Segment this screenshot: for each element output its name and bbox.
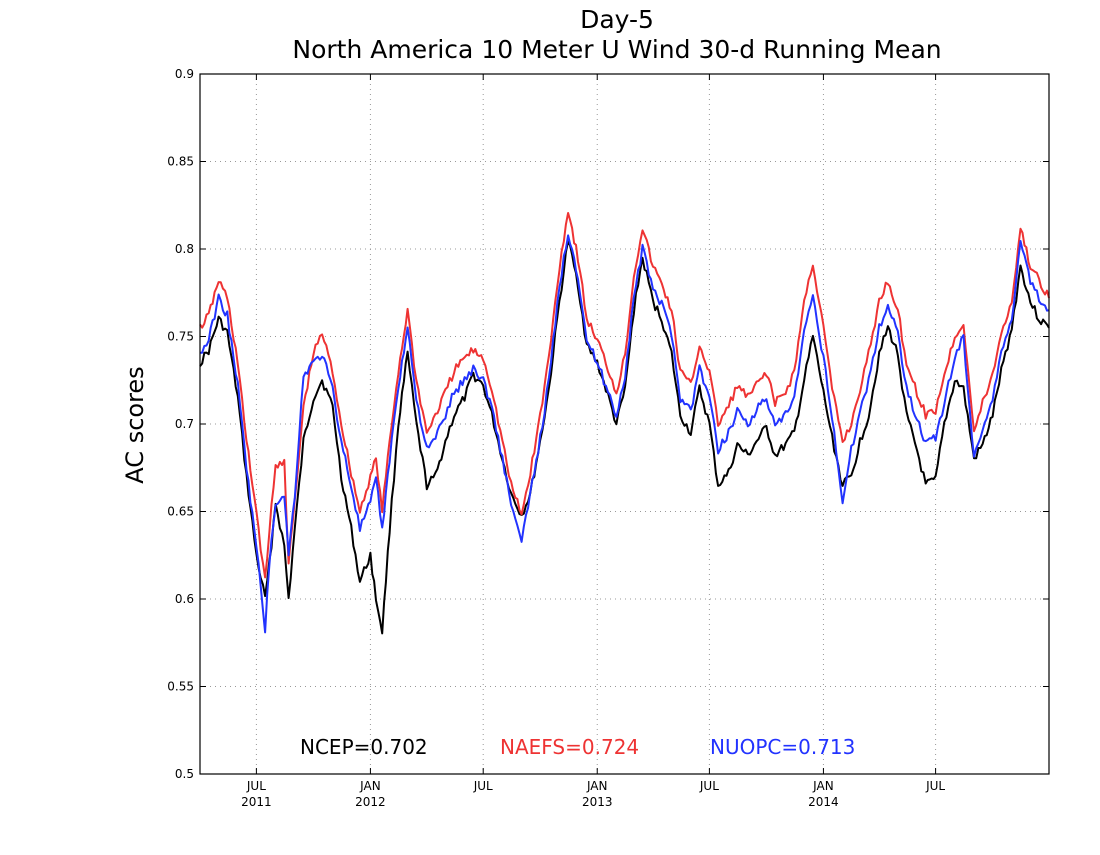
series-line-nuopc (200, 234, 1050, 634)
x-tick-label: JUL (925, 779, 945, 793)
x-tick-label: JUL (699, 779, 719, 793)
y-tick-label: 0.85 (167, 155, 194, 169)
y-axis-ticks: 0.5 0.55 0.6 0.65 0.7 0.75 0.8 0.85 0.9 (167, 67, 1049, 781)
x-tick-label: JAN (586, 779, 608, 793)
x-tick-label: JAN (812, 779, 834, 793)
x-tick-year-label: 2014 (808, 795, 839, 809)
y-tick-label: 0.55 (167, 680, 194, 694)
x-tick-label: JUL (473, 779, 493, 793)
y-tick-label: 0.7 (175, 417, 194, 431)
legend-entry: NUOPC=0.713 (710, 735, 855, 759)
legend: NCEP=0.702 NAEFS=0.724 NUOPC=0.713 (300, 735, 855, 759)
chart-subtitle: North America 10 Meter U Wind 30-d Runni… (292, 35, 941, 64)
x-tick-year-label: 2011 (241, 795, 272, 809)
y-tick-label: 0.8 (175, 242, 194, 256)
x-axis-ticks: JUL 2011 JAN 2012 JUL JAN 2013 JUL JAN 2014 JUL (241, 74, 945, 809)
y-tick-label: 0.6 (175, 592, 194, 606)
legend-entry: NCEP=0.702 (300, 735, 428, 759)
y-tick-label: 0.9 (175, 67, 194, 81)
x-tick-year-label: 2013 (582, 795, 613, 809)
y-tick-label: 0.65 (167, 505, 194, 519)
series-lines (199, 212, 1050, 635)
x-tick-label: JUL (246, 779, 266, 793)
y-axis-label: AC scores (121, 366, 149, 483)
y-tick-label: 0.75 (167, 330, 194, 344)
series-line-ncep (199, 240, 1050, 635)
chart-title: Day-5 (580, 5, 654, 34)
y-tick-label: 0.5 (175, 767, 194, 781)
legend-entry: NAEFS=0.724 (500, 735, 639, 759)
x-tick-year-label: 2012 (355, 795, 386, 809)
series-line-naefs (199, 212, 1050, 579)
x-tick-label: JAN (359, 779, 381, 793)
